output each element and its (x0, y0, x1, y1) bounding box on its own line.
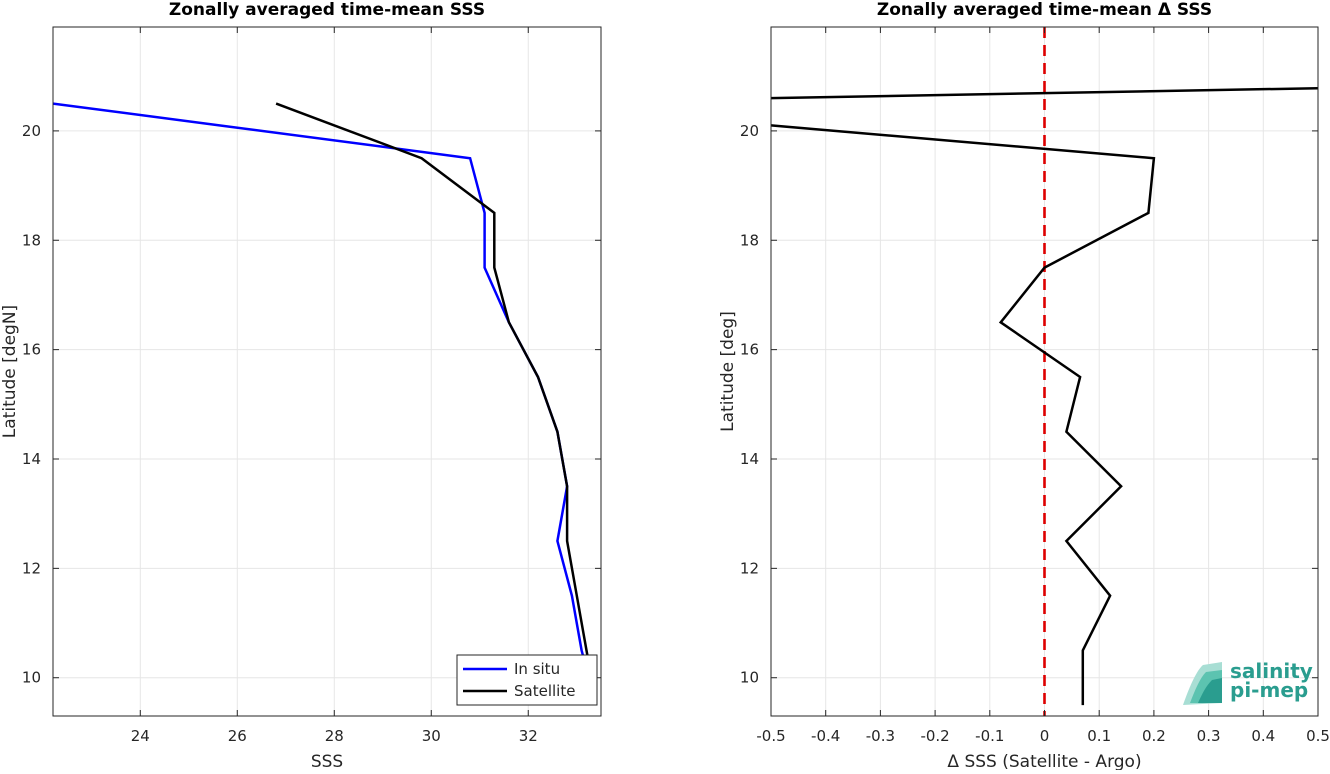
x-tick-label: 30 (422, 727, 441, 745)
y-tick-label: 20 (22, 122, 41, 140)
salinity-pimep-logo: salinity pi-mep (1183, 659, 1313, 705)
x-tick-label: 0.5 (1306, 727, 1330, 745)
y-tick-label: 12 (22, 559, 41, 577)
series-line-0 (771, 124, 1156, 706)
legend-label: In situ (514, 660, 560, 678)
x-tick-label: -0.2 (920, 727, 949, 745)
delta-sss-panel: -0.5 -0.4 -0.3 -0.2 -0.1 0 0.1 0.2 0.3 0.4 0.5 10 12… (718, 0, 1330, 772)
x-tick-label: 26 (228, 727, 247, 745)
legend: In situ Satellite (456, 654, 598, 706)
x-tick-label: 32 (519, 727, 538, 745)
x-tick-label: 0.4 (1251, 727, 1275, 745)
x-tick-label: 0 (1040, 727, 1050, 745)
y-tick-label: 16 (22, 341, 41, 359)
x-axis-label: Δ SSS (Satellite - Argo) (947, 752, 1141, 770)
logo-line-1: salinity (1230, 659, 1313, 683)
x-tick-label: -0.1 (975, 727, 1004, 745)
y-tick-label: 14 (740, 450, 759, 468)
y-tick-label: 10 (22, 669, 41, 687)
legend-box (456, 654, 598, 706)
x-tick-label: 0.3 (1197, 727, 1221, 745)
y-tick-label: 10 (740, 669, 759, 687)
x-tick-label: 0.1 (1087, 727, 1111, 745)
data-layer (771, 27, 1318, 716)
y-axis-label: Latitude [deg] (718, 311, 738, 432)
series-line-satellite (275, 102, 598, 706)
plot-area (53, 27, 601, 716)
axes-frame (52, 26, 602, 717)
series-line-1 (771, 86, 1318, 100)
y-tick-label: 14 (22, 450, 41, 468)
y-tick-label: 12 (740, 559, 759, 577)
x-axis-label: SSS (311, 752, 343, 770)
x-tick-label: -0.4 (811, 727, 840, 745)
x-tick-label: -0.5 (756, 727, 785, 745)
y-tick-label: 16 (740, 341, 759, 359)
y-axis-label: Latitude [degN] (0, 305, 20, 438)
x-tick-label: 28 (325, 727, 344, 745)
chart-title: Zonally averaged time-mean SSS (169, 0, 485, 20)
y-tick-label: 18 (740, 231, 759, 249)
x-tick-label: -0.3 (866, 727, 895, 745)
data-layer (53, 102, 598, 706)
logo-line-2: pi-mep (1230, 678, 1308, 702)
chart-title: Zonally averaged time-mean Δ SSS (877, 0, 1212, 20)
x-tick-label: 0.2 (1142, 727, 1166, 745)
sss-panel: 24 26 28 30 32 10 12 14 16 18 20 Zonally averaged t… (0, 0, 602, 772)
legend-label: Satellite (514, 682, 575, 700)
y-tick-label: 18 (22, 231, 41, 249)
y-tick-label: 20 (740, 122, 759, 140)
x-tick-label: 24 (131, 727, 150, 745)
wave-logo-icon (1183, 662, 1222, 705)
